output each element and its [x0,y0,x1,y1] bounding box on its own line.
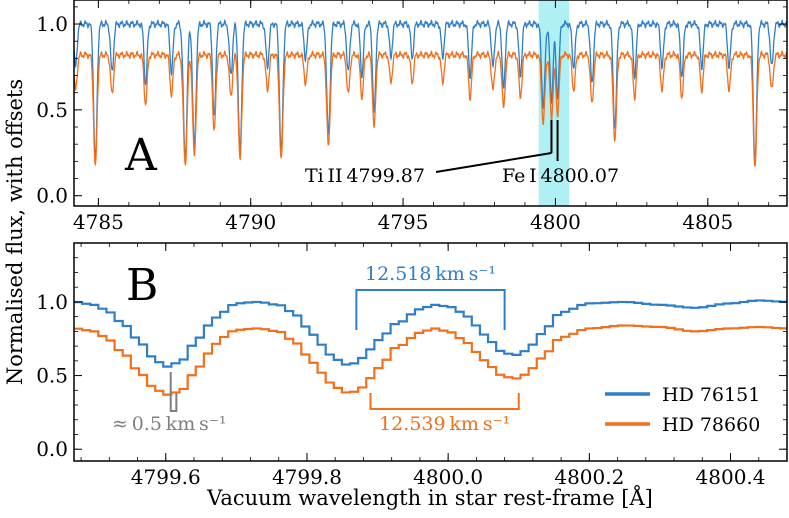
orange-separation-bracket [369,393,520,410]
panel-b-xtick-label: 4799.8 [272,465,342,489]
panel-a-ticks: 4785 4790 4795 4800 4805 0.0 0.5 1.0 [36,0,787,234]
panel-a-xtick-label: 4800 [530,210,581,234]
panel-b-xtick-label: 4800.0 [413,465,483,489]
panel-b-ytick-label: 1.0 [36,290,68,314]
x-axis-label: Vacuum wavelength in star rest-frame [Å] [206,485,653,510]
offset-marker [169,372,178,412]
panel-a-label: A [124,130,158,181]
panel-a-frame [73,0,788,207]
legend-label-hd76151: HD 76151 [662,384,760,406]
panel-a-ytick-label: 0.5 [36,98,68,122]
panel-b-ytick-label: 0.0 [36,437,68,461]
ti-annotation-leader [435,152,552,173]
blue-separation-bracket [355,289,506,330]
ti-annotation-label: Ti II 4799.87 [305,165,425,187]
blue-separation-label: 12.518 km s⁻¹ [365,263,496,285]
legend-label-hd78660: HD 78660 [662,414,760,436]
series-line-hd76151 [74,299,787,368]
panel-a-annotations: Ti II 4799.87 Fe I 4800.07 [305,120,619,187]
panel-b-ticks: 4799.6 4799.8 4800.0 4800.2 4800.4 0.0 0.5 1.0 [36,243,788,489]
panel-b: 4799.6 4799.8 4800.0 4800.2 4800.40.00.51.0 … [36,242,788,489]
panel-b-spectra [74,299,787,396]
panel-a-xtick-label: 4785 [73,210,124,234]
panel-b-label: B [126,260,158,311]
y-axis-label: Normalised flux, with offsets [3,79,27,385]
panel-b-annotations: 12.518 km s⁻¹ 12.539 km s⁻¹ ≈ 0.5 km s⁻¹ [112,263,520,435]
panel-a-ytick-label: 1.0 [36,12,68,36]
legend: HD 76151 HD 78660 [605,384,760,436]
panel-a-xtick-label: 4805 [682,210,733,234]
panel-a-xtick-label: 4790 [225,210,276,234]
panel-b-xtick-label: 4800.4 [696,465,766,489]
panel-a: 4785 4790 4795 4800 4805 0.0 0.5 1.0 A Ti II 47… [36,0,788,234]
panel-a-xtick-label: 4795 [378,210,429,234]
panel-a-spectra [74,18,787,167]
orange-separation-label: 12.539 km s⁻¹ [379,413,510,435]
panel-b-frame [73,242,788,462]
panel-a-ytick-label: 0.0 [36,184,68,208]
series-line-hd78660 [74,324,787,396]
panel-b-xtick-label: 4799.6 [131,465,201,489]
offset-label: ≈ 0.5 km s⁻¹ [112,413,226,435]
panel-b-xtick-label: 4800.2 [554,465,624,489]
panel-b-ytick-label: 0.5 [36,364,68,388]
fe-annotation-label: Fe I 4800.07 [502,165,619,187]
spectrum-line-hd76151 [74,18,787,161]
spectrum-line-hd78660 [74,49,787,167]
